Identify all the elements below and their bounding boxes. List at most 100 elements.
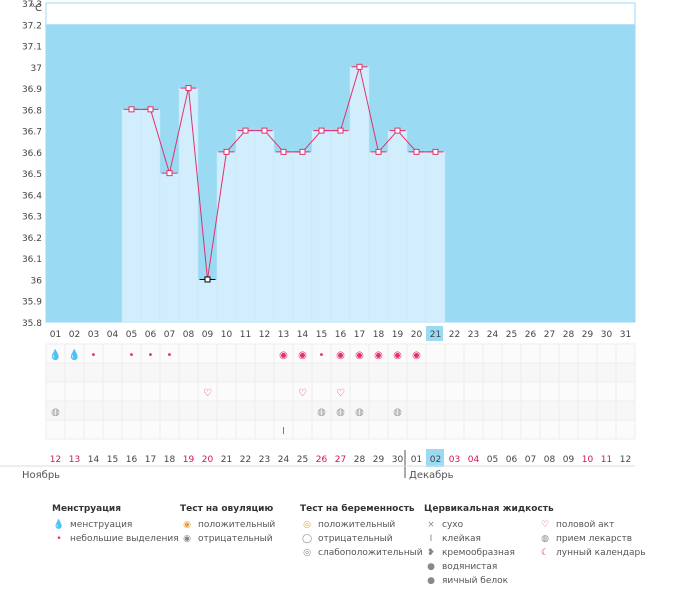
- temperature-bar[interactable]: [311, 130, 332, 323]
- marker-cell[interactable]: [83, 419, 104, 440]
- marker-cell[interactable]: [596, 419, 617, 440]
- calendar-date-label[interactable]: 05: [487, 455, 498, 465]
- marker-cell[interactable]: [197, 419, 218, 440]
- marker-cell[interactable]: [45, 381, 66, 402]
- calendar-date-label[interactable]: 27: [335, 455, 346, 465]
- calendar-date-label[interactable]: 09: [563, 455, 575, 465]
- marker-cell[interactable]: [596, 343, 617, 364]
- marker-cell[interactable]: [159, 400, 180, 421]
- temperature-point[interactable]: [394, 127, 401, 134]
- cycle-day-label[interactable]: 06: [145, 330, 157, 340]
- marker-cell[interactable]: [292, 400, 313, 421]
- cycle-day-label[interactable]: 25: [506, 330, 517, 340]
- calendar-date-label[interactable]: 13: [69, 455, 80, 465]
- marker-cell[interactable]: [235, 362, 256, 383]
- marker-cell[interactable]: [539, 381, 560, 402]
- calendar-date-label[interactable]: 26: [316, 455, 328, 465]
- temperature-point[interactable]: [413, 148, 420, 155]
- cycle-day-label[interactable]: 11: [240, 330, 251, 340]
- cycle-day-label[interactable]: 08: [183, 330, 195, 340]
- marker-cell[interactable]: [178, 362, 199, 383]
- marker-cell[interactable]: [444, 419, 465, 440]
- calendar-date-label[interactable]: 18: [164, 455, 176, 465]
- calendar-date-label[interactable]: 12: [620, 455, 631, 465]
- cycle-day-label[interactable]: 19: [392, 330, 404, 340]
- marker-cell[interactable]: [444, 362, 465, 383]
- cycle-day-label[interactable]: 27: [544, 330, 555, 340]
- marker-cell[interactable]: [121, 400, 142, 421]
- marker-cell[interactable]: [102, 381, 123, 402]
- temperature-bar[interactable]: [235, 130, 256, 323]
- marker-cell[interactable]: [235, 381, 256, 402]
- marker-cell[interactable]: [273, 381, 294, 402]
- marker-cell[interactable]: [558, 419, 579, 440]
- cycle-day-label[interactable]: 02: [69, 330, 80, 340]
- marker-cell[interactable]: [425, 419, 446, 440]
- marker-cell[interactable]: [349, 419, 370, 440]
- temperature-point[interactable]: [375, 148, 382, 155]
- cycle-day-label[interactable]: 31: [620, 330, 631, 340]
- marker-cell[interactable]: [216, 343, 237, 364]
- marker-cell[interactable]: [159, 419, 180, 440]
- cycle-day-label[interactable]: 05: [126, 330, 137, 340]
- marker-cell[interactable]: [368, 419, 389, 440]
- cycle-day-label[interactable]: 14: [297, 330, 309, 340]
- marker-cell[interactable]: [501, 419, 522, 440]
- marker-cell[interactable]: [178, 343, 199, 364]
- cycle-day-label[interactable]: 15: [316, 330, 327, 340]
- marker-cell[interactable]: [577, 362, 598, 383]
- marker-cell[interactable]: [387, 362, 408, 383]
- marker-cell[interactable]: [425, 400, 446, 421]
- cycle-day-label[interactable]: 21: [430, 330, 441, 340]
- marker-cell[interactable]: [83, 400, 104, 421]
- marker-cell[interactable]: [254, 343, 275, 364]
- marker-cell[interactable]: [64, 400, 85, 421]
- marker-cell[interactable]: [159, 362, 180, 383]
- marker-cell[interactable]: [520, 419, 541, 440]
- marker-cell[interactable]: [368, 381, 389, 402]
- marker-cell[interactable]: [121, 381, 142, 402]
- marker-cell[interactable]: [596, 400, 617, 421]
- marker-cell[interactable]: [501, 381, 522, 402]
- marker-cell[interactable]: [501, 343, 522, 364]
- temperature-point[interactable]: [356, 63, 363, 70]
- marker-cell[interactable]: [539, 362, 560, 383]
- marker-cell[interactable]: [368, 362, 389, 383]
- temperature-bar[interactable]: [178, 87, 199, 323]
- temperature-point[interactable]: [242, 127, 249, 134]
- marker-cell[interactable]: [235, 400, 256, 421]
- marker-cell[interactable]: [482, 362, 503, 383]
- cycle-day-label[interactable]: 23: [468, 330, 479, 340]
- marker-cell[interactable]: [216, 419, 237, 440]
- marker-cell[interactable]: [558, 400, 579, 421]
- temperature-point[interactable]: [432, 148, 439, 155]
- calendar-date-label[interactable]: 23: [259, 455, 270, 465]
- marker-cell[interactable]: [463, 343, 484, 364]
- marker-cell[interactable]: [520, 343, 541, 364]
- marker-cell[interactable]: [463, 381, 484, 402]
- temperature-bar[interactable]: [368, 151, 389, 323]
- marker-cell[interactable]: [273, 400, 294, 421]
- cycle-day-label[interactable]: 10: [221, 330, 233, 340]
- marker-cell[interactable]: [482, 343, 503, 364]
- cycle-day-label[interactable]: 01: [50, 330, 61, 340]
- marker-cell[interactable]: [577, 419, 598, 440]
- calendar-date-label[interactable]: 10: [582, 455, 594, 465]
- marker-cell[interactable]: [102, 343, 123, 364]
- calendar-date-label[interactable]: 08: [544, 455, 556, 465]
- marker-cell[interactable]: [539, 343, 560, 364]
- calendar-date-label[interactable]: 01: [411, 455, 422, 465]
- temperature-bar[interactable]: [330, 130, 351, 323]
- marker-cell[interactable]: [577, 381, 598, 402]
- marker-cell[interactable]: [292, 362, 313, 383]
- marker-cell[interactable]: [254, 400, 275, 421]
- temperature-point[interactable]: [166, 170, 173, 177]
- calendar-date-label[interactable]: 12: [50, 455, 61, 465]
- cycle-day-label[interactable]: 22: [449, 330, 460, 340]
- marker-cell[interactable]: [197, 400, 218, 421]
- marker-cell[interactable]: [615, 400, 636, 421]
- marker-cell[interactable]: [539, 400, 560, 421]
- calendar-date-label[interactable]: 11: [601, 455, 612, 465]
- marker-cell[interactable]: [558, 343, 579, 364]
- marker-cell[interactable]: [140, 419, 161, 440]
